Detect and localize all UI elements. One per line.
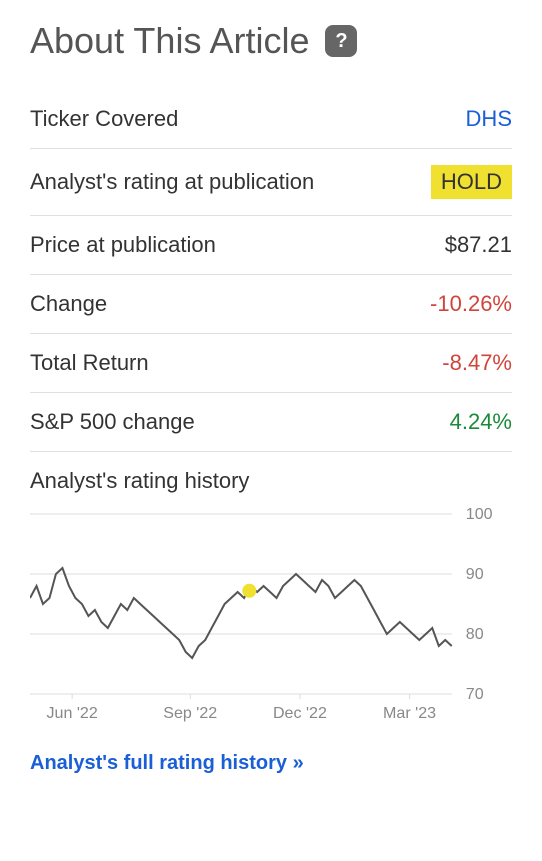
rating-badge: HOLD [431, 165, 512, 199]
row-total-return: Total Return -8.47% [30, 334, 512, 393]
chart-xtick-label: Mar '23 [383, 704, 436, 722]
total-return-value: -8.47% [442, 350, 512, 376]
price-value: $87.21 [445, 232, 512, 258]
row-ticker: Ticker Covered DHS [30, 90, 512, 149]
chart-xtick-label: Dec '22 [273, 704, 327, 722]
row-price: Price at publication $87.21 [30, 216, 512, 275]
ticker-label: Ticker Covered [30, 106, 178, 132]
chart-xtick-label: Jun '22 [47, 704, 98, 722]
help-icon[interactable]: ? [325, 25, 357, 57]
chart-series-line [30, 568, 452, 658]
history-section: Analyst's rating history 70 80 90 100 Jun '2… [30, 452, 512, 775]
rating-label: Analyst's rating at publication [30, 169, 314, 195]
chart-xtick-label: Sep '22 [163, 704, 217, 722]
chart-rating-marker [242, 584, 256, 598]
header: About This Article ? [30, 20, 512, 62]
change-label: Change [30, 291, 107, 317]
ticker-link[interactable]: DHS [466, 106, 512, 132]
price-label: Price at publication [30, 232, 216, 258]
page-title: About This Article [30, 20, 309, 62]
chart-ytick-label: 100 [466, 505, 493, 523]
chart-ytick-label: 80 [466, 625, 484, 643]
change-value: -10.26% [430, 291, 512, 317]
chart-ytick-label: 70 [466, 685, 484, 703]
chart-ytick-label: 90 [466, 565, 484, 583]
rating-history-chart: 70 80 90 100 Jun '22 Sep '22 Dec '22 Mar '23 [30, 504, 512, 734]
history-label: Analyst's rating history [30, 468, 512, 494]
row-change: Change -10.26% [30, 275, 512, 334]
total-return-label: Total Return [30, 350, 149, 376]
sp500-value: 4.24% [450, 409, 512, 435]
row-rating: Analyst's rating at publication HOLD [30, 149, 512, 216]
sp500-label: S&P 500 change [30, 409, 195, 435]
row-sp500: S&P 500 change 4.24% [30, 393, 512, 452]
full-history-link[interactable]: Analyst's full rating history » [30, 752, 304, 775]
